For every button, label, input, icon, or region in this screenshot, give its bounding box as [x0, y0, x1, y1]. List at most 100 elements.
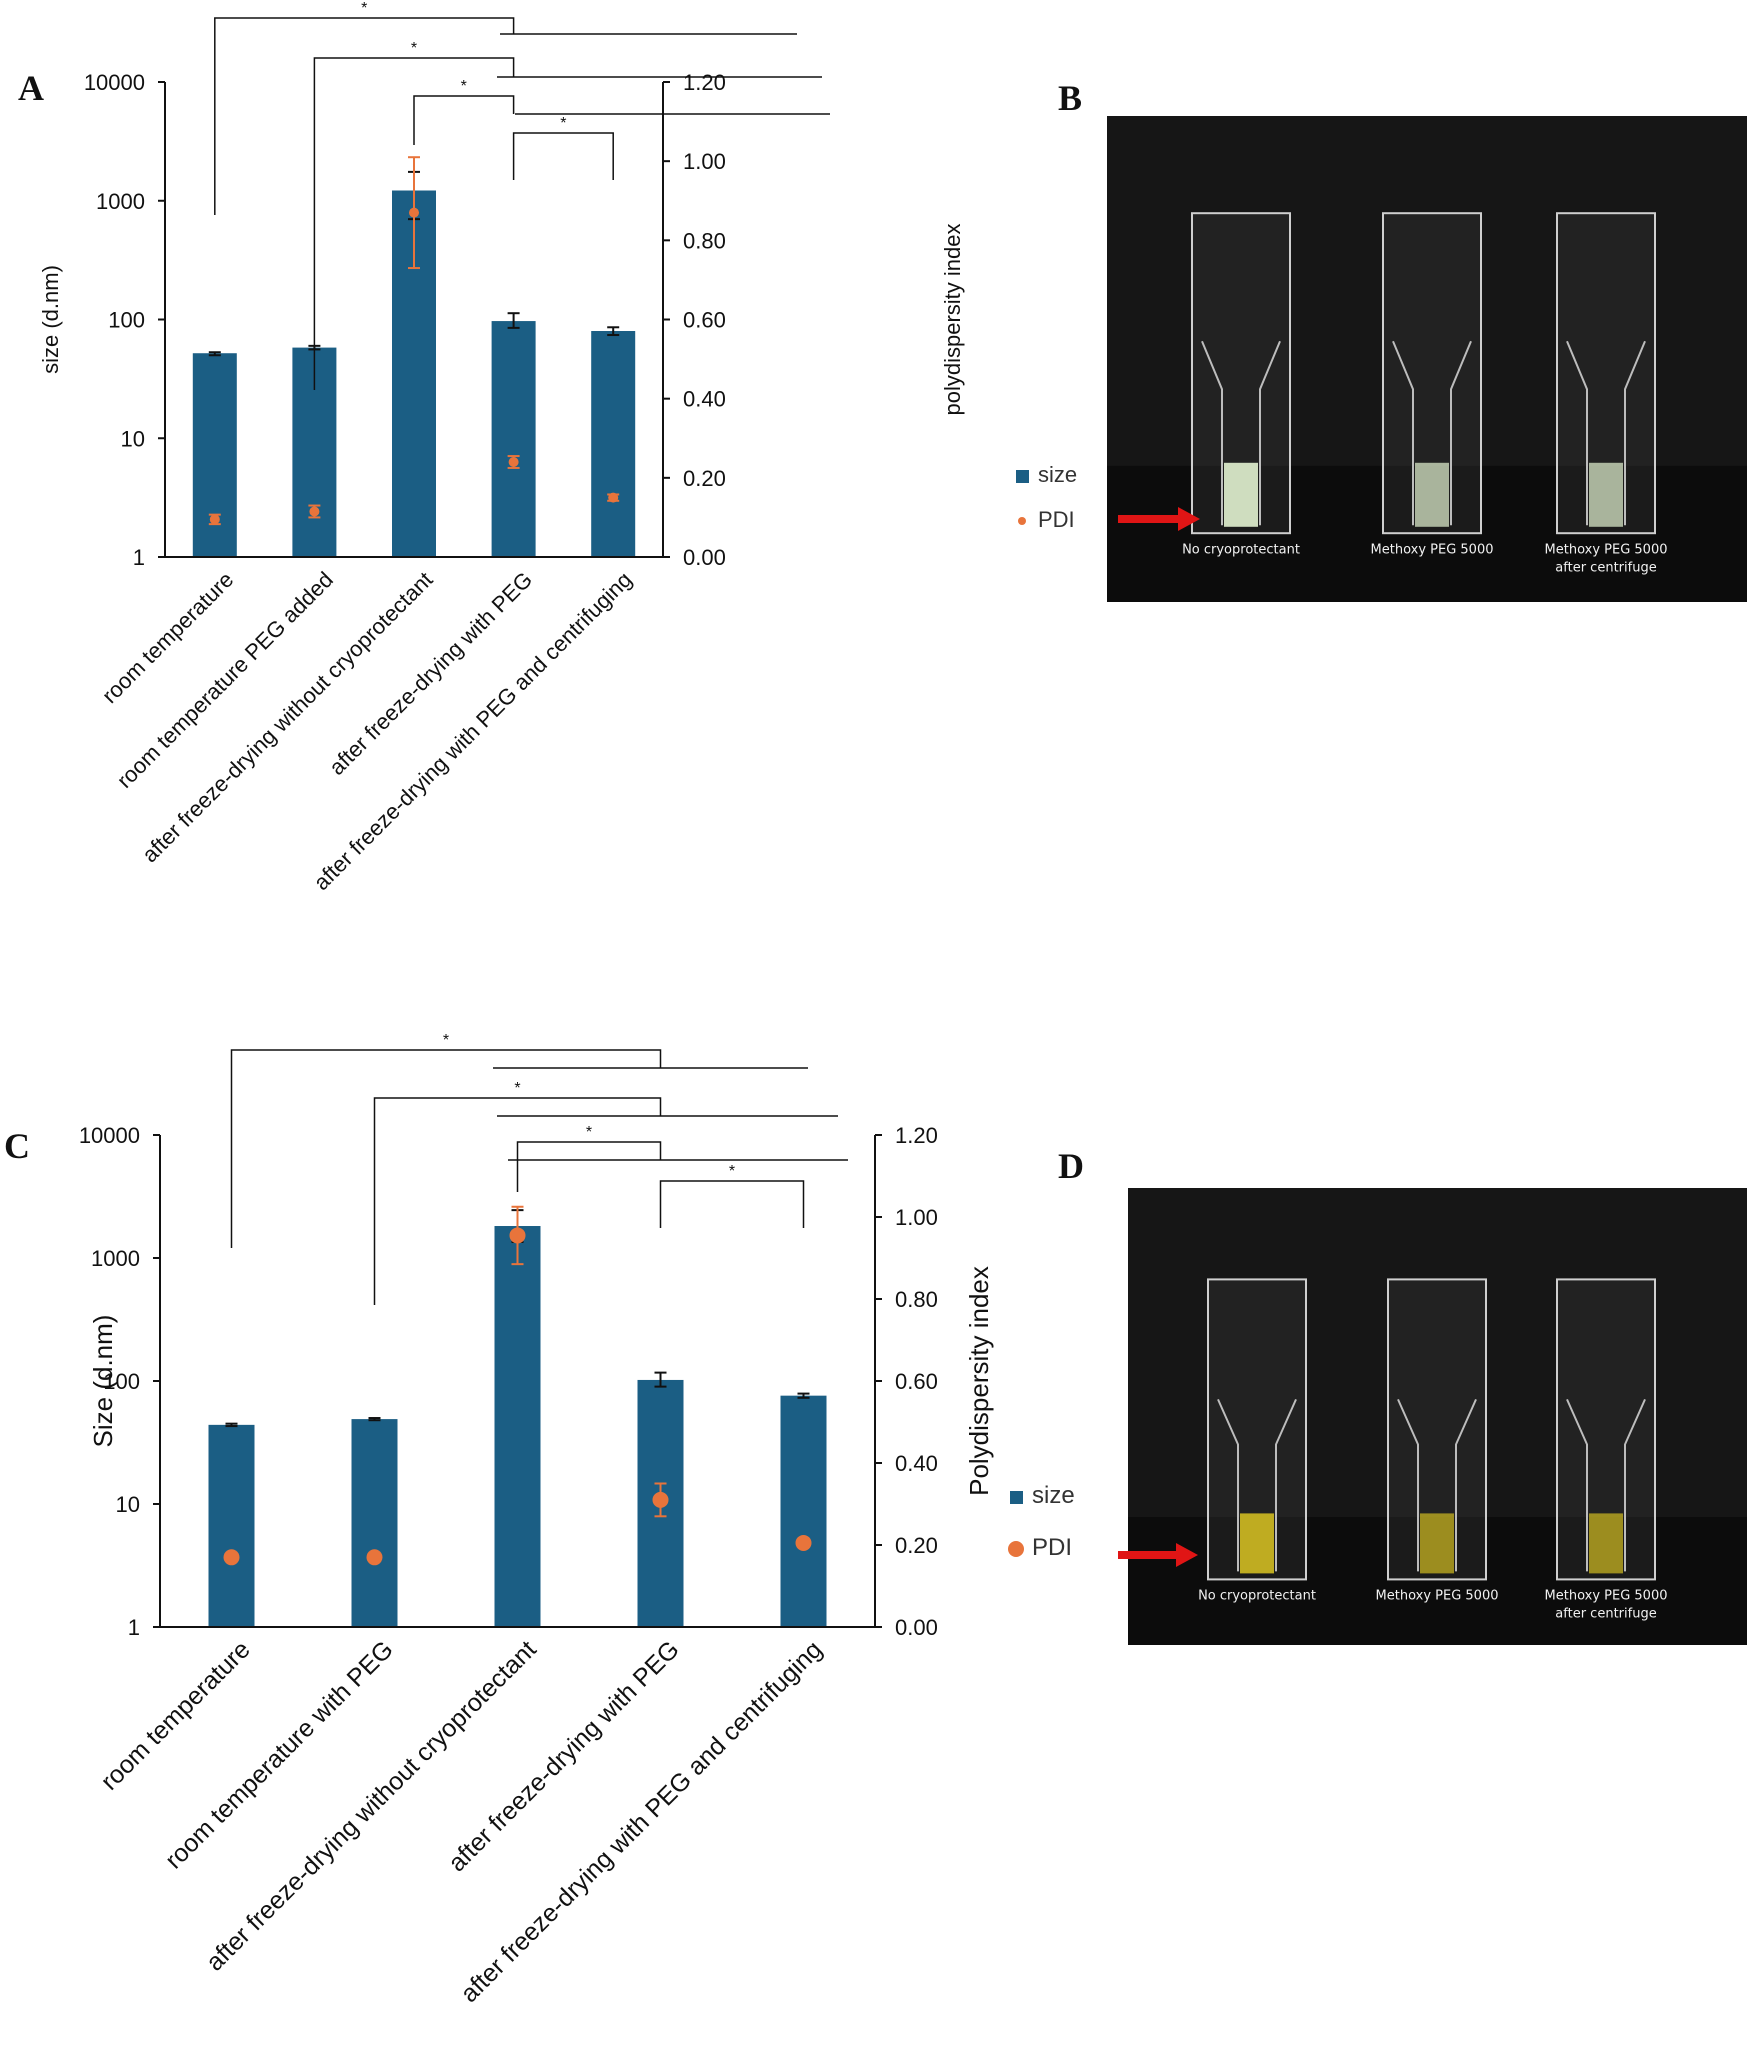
legend-swatch-size	[1010, 1491, 1023, 1504]
y-axis-title: Size (d.nm)	[88, 1315, 118, 1448]
cuvette-caption: Methoxy PEG 5000	[1545, 542, 1668, 557]
size-bar	[494, 1226, 541, 1627]
significance-bracket	[516, 1141, 662, 1192]
cuvette-inner-wall	[1566, 1398, 1646, 1572]
pdi-point	[309, 506, 320, 517]
pdi-point	[652, 1491, 669, 1508]
red-arrow-icon	[1118, 1543, 1198, 1567]
y2-tick-label: 1.20	[683, 70, 726, 95]
cuvette-liquid	[1224, 462, 1258, 527]
pdi-point	[508, 457, 519, 467]
size-bar	[192, 353, 237, 557]
significance-bracket	[230, 1049, 662, 1248]
panel-letter-d: D	[1058, 1146, 1084, 1186]
category-label: after freeze-drying with PEG	[443, 1635, 685, 1877]
legend-label-pdi: PDI	[1038, 507, 1075, 532]
y-tick-label: 1	[128, 1615, 140, 1640]
y2-tick-label: 1.20	[895, 1123, 938, 1148]
legend-swatch-pdi	[1008, 1541, 1024, 1557]
legend-label-size: size	[1032, 1482, 1075, 1509]
y2-tick-label: 1.00	[895, 1205, 938, 1230]
y-tick-label: 10	[121, 426, 145, 451]
significance-star: *	[729, 1163, 735, 1180]
photo-d: No cryoprotectant Methoxy PEG 5000 Methoxy…	[1118, 1188, 1747, 1645]
significance-star: *	[361, 0, 367, 17]
panel-letter-c: C	[4, 1126, 30, 1166]
y-tick-label: 1	[133, 545, 145, 570]
y-axis-title: size (d.nm)	[38, 265, 63, 374]
significance-bracket	[214, 17, 515, 215]
y-tick-label: 100	[108, 308, 145, 333]
category-label: room temperature with PEG	[160, 1635, 399, 1874]
red-arrow-icon	[1118, 507, 1200, 531]
chart-a: 1 10 100 1000 10000 0.00 0.20 0.40 0.60 0.80 1.00 1…	[38, 0, 1077, 895]
y2-tick-label: 0.80	[895, 1287, 938, 1312]
cuvette-liquid	[1415, 462, 1449, 527]
size-bar	[351, 1419, 398, 1627]
pdi-point	[223, 1549, 240, 1566]
cuvette-caption: Methoxy PEG 5000	[1376, 1588, 1499, 1603]
y2-tick-label: 0.00	[895, 1615, 938, 1640]
significance-star: *	[411, 40, 417, 57]
y2-tick-label: 0.40	[683, 387, 726, 412]
significance-star: *	[560, 115, 566, 132]
cuvette-caption: Methoxy PEG 5000	[1545, 1588, 1668, 1603]
cuvette-inner-wall	[1566, 340, 1646, 526]
significance-star: *	[514, 1080, 520, 1097]
pdi-point	[366, 1549, 383, 1566]
legend-label-size: size	[1038, 462, 1077, 487]
category-label: room temperature PEG added	[112, 567, 338, 793]
panel-letter-b: B	[1058, 78, 1082, 118]
significance-bracket	[413, 95, 515, 145]
y2-tick-label: 0.40	[895, 1451, 938, 1476]
cuvette-inner-wall	[1201, 340, 1281, 526]
y2-axis-title: Polydispersity index	[964, 1266, 994, 1496]
y2-tick-label: 1.00	[683, 149, 726, 174]
significance-bracket	[313, 57, 515, 390]
photo-b: No cryoprotectant Methoxy PEG 5000 Methoxy…	[1107, 116, 1747, 602]
cuvette-liquid	[1420, 1513, 1454, 1574]
significance-star: *	[586, 1124, 592, 1141]
legend-swatch-pdi	[1018, 517, 1026, 525]
panel-letter-a: A	[18, 68, 44, 108]
legend-swatch-size	[1016, 470, 1029, 483]
y2-tick-label: 0.00	[683, 545, 726, 570]
size-bar	[591, 331, 636, 557]
category-label: room temperature	[95, 1635, 255, 1795]
size-bar	[491, 321, 536, 557]
y2-tick-label: 0.20	[683, 466, 726, 491]
y2-tick-label: 0.60	[895, 1369, 938, 1394]
pdi-point	[795, 1534, 812, 1551]
significance-bracket	[373, 1097, 662, 1305]
y-tick-label: 10	[116, 1492, 140, 1517]
pdi-point	[409, 207, 419, 218]
significance-bracket	[512, 132, 614, 180]
cuvette-inner-wall	[1217, 1398, 1297, 1572]
cuvette-liquid	[1589, 1513, 1623, 1574]
significance-star: *	[461, 78, 467, 95]
cuvette-caption: Methoxy PEG 5000	[1371, 542, 1494, 557]
y-tick-label: 10000	[84, 70, 145, 95]
y2-axis-title: polydispersity index	[940, 224, 965, 416]
y2-tick-label: 0.60	[683, 308, 726, 333]
y-tick-label: 1000	[96, 189, 145, 214]
y-tick-label: 1000	[91, 1246, 140, 1271]
legend-label-pdi: PDI	[1032, 1534, 1072, 1561]
category-label: after freeze-drying with PEG	[324, 567, 537, 780]
y-tick-label: 100	[103, 1369, 140, 1394]
category-label: after freeze-drying without cryoprotecta…	[201, 1635, 542, 1976]
significance-star: *	[443, 1032, 449, 1049]
y-tick-label: 10000	[79, 1123, 140, 1148]
pdi-point	[608, 492, 619, 503]
cuvette-caption: No cryoprotectant	[1198, 1588, 1316, 1603]
y2-tick-label: 0.20	[895, 1533, 938, 1558]
cuvette-inner-wall	[1392, 340, 1472, 526]
cuvette-liquid	[1240, 1513, 1274, 1574]
cuvette-inner-wall	[1397, 1398, 1477, 1572]
pdi-point	[209, 514, 220, 525]
size-bar	[780, 1395, 827, 1627]
size-bar	[208, 1424, 255, 1627]
cuvette-caption: after centrifuge	[1555, 1606, 1656, 1621]
cuvette-caption: No cryoprotectant	[1182, 542, 1300, 557]
